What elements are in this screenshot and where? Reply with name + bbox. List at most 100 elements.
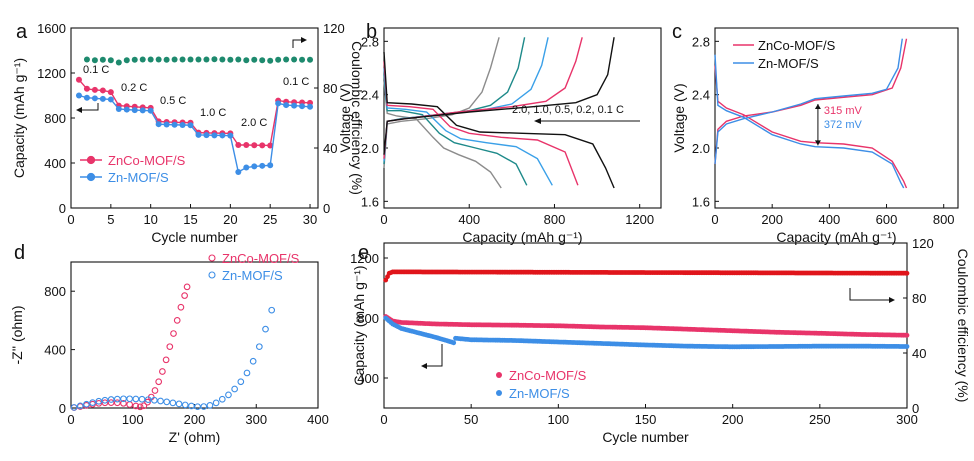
d-y-tick-label: 400 <box>44 343 66 358</box>
a-data-point <box>115 59 122 66</box>
e-x-tick-label: 0 <box>380 412 387 427</box>
d-data-point-1 <box>175 400 183 408</box>
d-data-point-1 <box>70 404 78 411</box>
d-data-point-1 <box>212 399 220 407</box>
c-charge-curve-1 <box>714 38 903 165</box>
d-data-point-1 <box>95 397 103 405</box>
a-data-point <box>291 102 298 109</box>
a-x-tick-label: 20 <box>223 212 237 227</box>
c-x-axis-label: Capacity (mAh g⁻¹) <box>776 229 896 245</box>
e-right-arrow-head <box>889 297 895 303</box>
d-data-point-1 <box>231 385 238 393</box>
panel-label-e: e <box>358 242 369 264</box>
e-data-point-1 <box>451 340 457 346</box>
a-legend-marker <box>86 155 96 165</box>
d-legend-marker <box>208 271 216 279</box>
e-y2-axis-label: Coulombic efficiency (%) <box>955 249 971 403</box>
a-data-point <box>139 107 146 114</box>
a-right-arrow-head <box>301 37 307 43</box>
b-y-tick-label: 2.4 <box>361 88 379 103</box>
a-y-axis-label: Capacity (mAh g⁻¹) <box>11 58 27 178</box>
b-charge-curve-4 <box>383 37 615 155</box>
a-data-point <box>267 57 274 64</box>
a-data-point <box>107 96 114 103</box>
a-rate-label: 0.1 C <box>83 64 109 76</box>
c-plot-frame <box>714 27 959 209</box>
b-discharge-curve-1 <box>383 74 528 186</box>
a-data-point <box>163 56 170 63</box>
a-y2-tick-label: 40 <box>323 141 337 156</box>
e-y-axis-label: Capacity (mAh g⁻¹) <box>351 265 367 385</box>
a-data-point <box>299 56 306 63</box>
a-data-point <box>307 103 314 110</box>
d-data-point-1 <box>243 369 251 377</box>
d-x-axis-label: Z' (ohm) <box>169 429 221 445</box>
c-arrow-head-bottom <box>814 140 821 146</box>
a-data-point <box>99 56 106 63</box>
b-rate-annotation: 2.0, 1.0, 0.5, 0.2, 0.1 C <box>512 104 624 116</box>
e-x-tick-label: 250 <box>809 412 831 427</box>
b-discharge-curve-4 <box>383 51 615 189</box>
e-right-arrow <box>849 288 890 301</box>
a-legend-label: ZnCo-MOF/S <box>108 153 186 168</box>
a-data-point <box>203 56 210 63</box>
d-data-point-0 <box>159 368 166 375</box>
a-x-tick-label: 5 <box>107 212 114 227</box>
a-data-point <box>171 121 178 128</box>
d-data-point-1 <box>120 395 127 403</box>
d-data-point-1 <box>188 402 195 410</box>
d-data-point-1 <box>218 395 226 403</box>
a-data-point <box>147 56 154 63</box>
a-data-point <box>83 56 90 63</box>
d-data-point-1 <box>89 399 96 406</box>
d-data-point-1 <box>194 403 201 411</box>
b-discharge-curve-0 <box>383 81 502 189</box>
e-x-tick-label: 300 <box>896 412 918 427</box>
d-data-point-1 <box>249 357 257 365</box>
d-x-tick-label: 200 <box>184 412 206 427</box>
a-y-tick-label: 800 <box>44 111 66 126</box>
a-data-point <box>187 56 194 63</box>
a-legend-marker <box>86 172 96 182</box>
d-data-point-0 <box>151 387 159 394</box>
a-data-point <box>219 56 226 63</box>
e-y-tick-label: 1200 <box>350 251 379 266</box>
d-data-point-0 <box>181 292 188 299</box>
a-data-point <box>155 56 162 63</box>
b-charge-curve-0 <box>383 37 500 169</box>
d-data-point-0 <box>120 399 127 407</box>
d-legend-label: ZnCo-MOF/S <box>222 251 300 266</box>
d-data-point-1 <box>225 391 232 399</box>
a-data-point <box>227 132 234 139</box>
d-data-point-0 <box>166 343 174 351</box>
a-data-point <box>267 142 274 149</box>
b-x-tick-label: 400 <box>458 212 480 227</box>
e-data-point-0 <box>904 332 910 338</box>
d-data-point-0 <box>101 399 109 407</box>
d-data-point-1 <box>107 396 115 403</box>
a-data-point <box>195 131 202 138</box>
d-data-point-0 <box>173 317 181 324</box>
a-data-point <box>283 102 290 109</box>
a-data-point <box>251 163 258 170</box>
d-x-tick-label: 0 <box>67 412 74 427</box>
d-data-point-0 <box>107 399 115 406</box>
c-y-tick-label: 2.8 <box>692 34 710 49</box>
c-discharge-curve-0 <box>714 65 908 189</box>
d-data-point-1 <box>181 401 189 409</box>
a-data-point <box>171 56 178 63</box>
a-left-arrow <box>80 103 99 111</box>
c-y-tick-label: 2.4 <box>692 88 710 103</box>
a-data-point <box>99 87 106 94</box>
a-data-point <box>211 56 218 63</box>
b-discharge-curve-3 <box>383 61 579 186</box>
a-x-tick-label: 15 <box>183 212 197 227</box>
a-data-point <box>107 89 114 96</box>
d-data-point-0 <box>126 401 134 408</box>
d-data-point-0 <box>170 330 177 337</box>
b-discharge-curve-2 <box>383 67 553 186</box>
e-legend-marker <box>496 372 502 378</box>
b-y-tick-label: 1.6 <box>361 194 379 209</box>
